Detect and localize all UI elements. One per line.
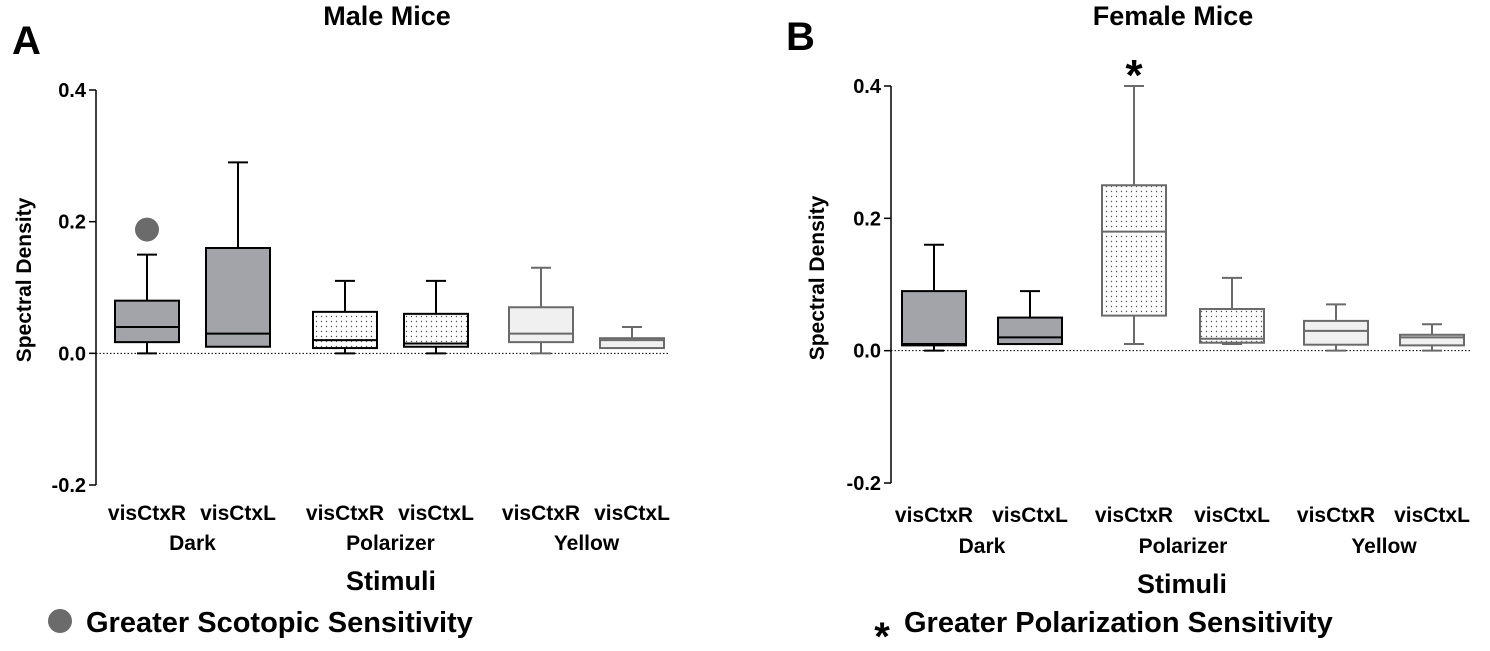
box-1: [114, 253, 180, 355]
panel-letter: B: [786, 15, 815, 59]
box-6: [1399, 323, 1465, 352]
x-tick-label: visCtxL: [200, 502, 276, 525]
box-2: [997, 290, 1063, 346]
y-tick-label: 0.0: [58, 343, 86, 365]
x-group-label: Dark: [959, 535, 1006, 558]
chart-panel-a: A Male Mice -0.2 0.0 0.2 0.4 Spectral Density v…: [12, 1, 670, 639]
y-axis-label: Spectral Density: [13, 197, 36, 362]
legend: Greater Scotopic Sensitivity: [48, 607, 473, 639]
box-body: [312, 310, 378, 350]
x-tick-label: visCtxR: [108, 502, 186, 525]
box-body: [1101, 184, 1167, 317]
legend-text: Greater Scotopic Sensitivity: [86, 607, 473, 639]
box-body: [114, 299, 180, 344]
x-tick-label: visCtxR: [1297, 504, 1375, 527]
y-tick-label: 0.4: [58, 80, 87, 102]
box-6: [599, 326, 665, 350]
legend-asterisk-icon: *: [874, 615, 890, 651]
y-axis-label: Spectral Density: [806, 195, 829, 360]
box-body: [508, 306, 574, 344]
y-tick-label: 0.2: [58, 212, 86, 234]
box-body: [205, 247, 271, 348]
panel-letter: A: [12, 19, 41, 63]
significance-asterisk-marker: *: [1125, 51, 1143, 100]
box-body: [1199, 307, 1265, 344]
box-body: [403, 312, 469, 348]
box-1: [901, 243, 967, 352]
y-tick-label: 0.4: [853, 76, 882, 98]
box-body: [1399, 333, 1465, 347]
x-tick-label: visCtxR: [1095, 504, 1173, 527]
x-tick-label: visCtxR: [502, 502, 580, 525]
box-3: [1101, 85, 1167, 346]
legend-text: Greater Polarization Sensitivity: [904, 607, 1333, 639]
x-tick-label: visCtxR: [306, 502, 384, 525]
x-group-label: Polarizer: [1139, 535, 1228, 558]
x-tick-label: visCtxR: [895, 504, 973, 527]
x-group-label: Polarizer: [346, 532, 435, 555]
box-5: [1303, 303, 1369, 352]
box-5: [508, 266, 574, 355]
x-tick-label: visCtxL: [398, 502, 474, 525]
box-body: [997, 316, 1063, 346]
box-3: [312, 279, 378, 355]
y-tick-label: -0.2: [52, 475, 86, 497]
y-tick-label: -0.2: [847, 473, 881, 495]
legend: * Greater Polarization Sensitivity: [874, 607, 1332, 651]
y-tick-label: 0.0: [853, 341, 881, 363]
x-group-label: Dark: [169, 532, 216, 555]
y-tick-label: 0.2: [853, 208, 881, 230]
box-body: [599, 337, 665, 350]
x-tick-label: visCtxL: [1194, 504, 1270, 527]
chart-title: Male Mice: [323, 1, 451, 31]
x-tick-label: visCtxL: [992, 504, 1068, 527]
box-2: [205, 161, 271, 348]
box-body: [1303, 319, 1369, 346]
x-axis-label: Stimuli: [346, 566, 436, 596]
box-body: [901, 290, 967, 347]
chart-panel-b: B Female Mice -0.2 0.0 0.2 0.4 Spectral Densit…: [786, 1, 1470, 651]
significance-dot-marker: [135, 217, 159, 242]
x-tick-label: visCtxL: [1394, 504, 1470, 527]
box-4: [1199, 276, 1265, 346]
box-4: [403, 279, 469, 355]
chart-title: Female Mice: [1093, 1, 1254, 31]
x-tick-label: visCtxL: [594, 502, 670, 525]
x-group-label: Yellow: [554, 532, 620, 555]
x-group-label: Yellow: [1351, 535, 1417, 558]
legend-dot-icon: [48, 609, 72, 633]
x-axis-label: Stimuli: [1137, 569, 1227, 599]
